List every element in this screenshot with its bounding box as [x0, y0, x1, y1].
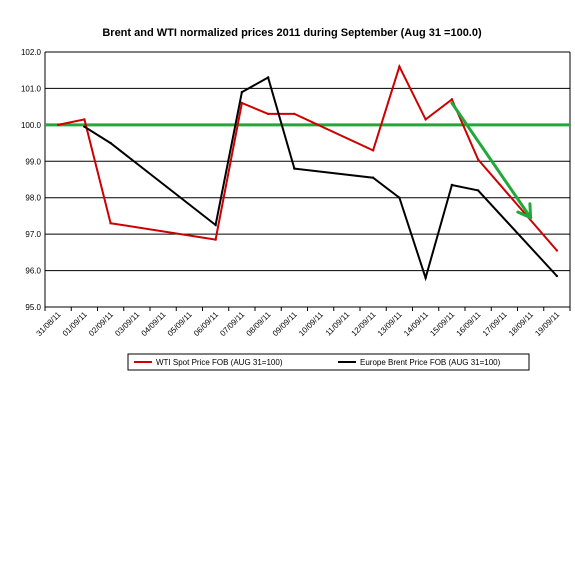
x-tick-label: 04/09/11	[140, 310, 168, 338]
x-tick-label: 07/09/11	[218, 310, 246, 338]
trend-arrow-head	[528, 202, 533, 220]
data-point	[424, 118, 427, 121]
data-point	[240, 101, 244, 105]
x-tick-label: 10/09/11	[297, 310, 325, 338]
data-point	[109, 141, 112, 145]
legend-label: Europe Brent Price FOB (AUG 31=100)	[360, 358, 501, 367]
data-point	[450, 98, 454, 101]
data-point	[266, 76, 270, 79]
trend-arrow-shaft	[450, 101, 533, 220]
data-point	[476, 189, 480, 192]
y-tick-label: 102.0	[21, 48, 42, 57]
data-point	[398, 196, 401, 199]
y-tick-label: 97.0	[25, 230, 41, 239]
x-tick-label: 12/09/11	[350, 310, 378, 338]
x-tick-label: 05/09/11	[166, 310, 194, 338]
y-tick-label: 95.0	[25, 303, 41, 312]
x-tick-label: 11/09/11	[324, 310, 352, 338]
x-tick-label: 17/09/11	[481, 310, 509, 338]
data-point	[214, 223, 217, 227]
x-tick-label: 16/09/11	[455, 310, 483, 338]
data-point	[371, 176, 375, 179]
legend-label: WTI Spot Price FOB (AUG 31=100)	[156, 358, 283, 367]
legend-box	[127, 353, 530, 371]
data-point	[56, 123, 60, 127]
data-point	[476, 158, 480, 161]
x-tick-label: 18/09/11	[507, 310, 535, 338]
x-tick-label: 19/09/11	[533, 310, 561, 338]
data-point	[214, 238, 217, 241]
x-tick-label: 03/09/11	[113, 310, 141, 338]
data-point	[293, 112, 296, 116]
x-tick-label: 13/09/11	[376, 310, 404, 338]
x-tick-label: 14/09/11	[402, 310, 430, 338]
data-point	[293, 167, 296, 170]
data-point	[555, 249, 559, 252]
chart-title: Brent and WTI normalized prices 2011 dur…	[102, 27, 482, 39]
y-tick-label: 99.0	[25, 157, 41, 166]
data-point	[398, 65, 401, 68]
data-point	[424, 276, 427, 280]
data-point	[371, 149, 375, 152]
data-point	[83, 118, 86, 121]
data-point	[266, 112, 270, 116]
data-point	[240, 90, 244, 94]
legend: WTI Spot Price FOB (AUG 31=100) Europe Br…	[127, 353, 530, 371]
y-tick-label: 96.0	[25, 267, 41, 276]
x-tick-label: 01/09/11	[61, 310, 89, 338]
series-line	[57, 63, 558, 252]
series-line	[83, 76, 558, 282]
plot-area: 95.0 96.0 97.0 98.0 99.0 100.0 101.0 102.0 31/08…	[21, 48, 571, 338]
x-tick-label: 09/09/11	[271, 310, 299, 338]
y-tick-label: 98.0	[25, 194, 41, 203]
data-point	[83, 125, 86, 128]
y-tick-label: 100.0	[21, 121, 42, 130]
x-tick-label: 15/09/11	[428, 310, 456, 338]
trend-arrow-head	[516, 210, 533, 220]
data-point	[450, 183, 454, 187]
x-tick-label: 02/09/11	[87, 310, 115, 338]
x-tick-label: 06/09/11	[192, 310, 220, 338]
data-point	[109, 222, 112, 225]
y-tick-label: 101.0	[21, 84, 42, 93]
x-tick-label: 08/09/11	[245, 310, 273, 338]
data-point	[555, 274, 559, 278]
x-tick-label: 31/08/11	[35, 310, 63, 338]
